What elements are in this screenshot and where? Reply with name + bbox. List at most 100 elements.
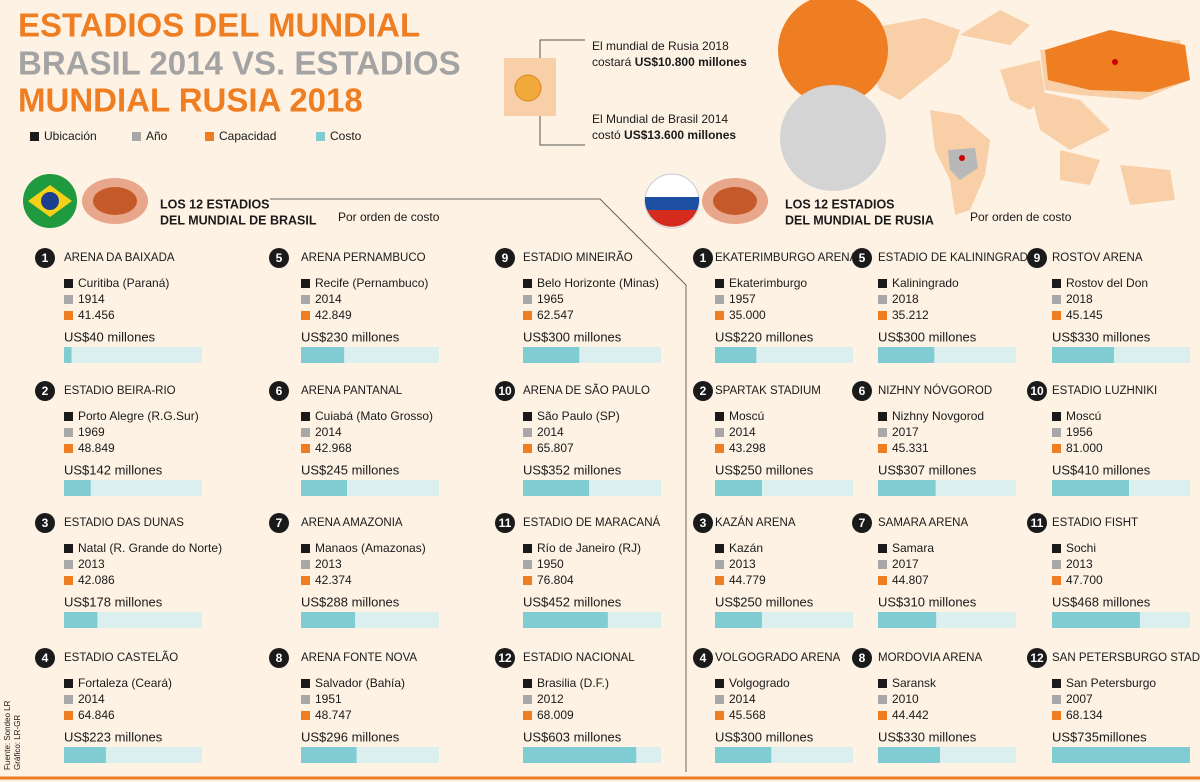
cost-bar bbox=[878, 480, 936, 496]
stadium-name: ESTADIO DAS DUNAS bbox=[64, 517, 184, 529]
russia-flag bbox=[644, 197, 700, 210]
year: 2010 bbox=[892, 692, 919, 706]
capacity: 65.807 bbox=[537, 441, 574, 455]
cost-label: US$300 millones bbox=[878, 329, 977, 344]
cost-bar bbox=[301, 480, 347, 496]
cost-label: US$330 millones bbox=[1052, 329, 1151, 344]
rank: 3 bbox=[42, 516, 49, 530]
rank-badge bbox=[1027, 513, 1047, 533]
section-heading: LOS 12 ESTADIOS bbox=[160, 197, 270, 211]
cost-label: US$352 millones bbox=[523, 462, 622, 477]
bullet bbox=[1052, 279, 1061, 288]
legend-label: Costo bbox=[330, 129, 362, 143]
rank-badge bbox=[35, 248, 55, 268]
rank: 5 bbox=[276, 251, 283, 265]
credit: Gráfico: LR-GR bbox=[13, 715, 22, 770]
location: Belo Horizonte (Minas) bbox=[537, 276, 659, 290]
year: 1950 bbox=[537, 557, 564, 571]
rank-badge bbox=[1027, 648, 1047, 668]
cost-label: US$307 millones bbox=[878, 462, 977, 477]
stadium-icon bbox=[713, 187, 757, 215]
russia-circle bbox=[778, 0, 888, 105]
cost-bar bbox=[715, 347, 757, 363]
rank-badge bbox=[852, 248, 872, 268]
location: São Paulo (SP) bbox=[537, 409, 620, 423]
bullet bbox=[523, 544, 532, 553]
rank-badge bbox=[852, 381, 872, 401]
bullet bbox=[878, 560, 887, 569]
rank-badge bbox=[1027, 381, 1047, 401]
location: Kaliningrado bbox=[892, 276, 959, 290]
rank: 10 bbox=[498, 384, 512, 398]
stadium-name: ESTADIO MINEIRÃO bbox=[523, 251, 633, 264]
bullet bbox=[715, 695, 724, 704]
title-line: ESTADIOS DEL MUNDIAL bbox=[18, 7, 420, 44]
source: Fuente: Sondeo LR bbox=[3, 700, 12, 770]
cost-bar-track bbox=[64, 480, 202, 496]
bullet bbox=[523, 679, 532, 688]
cost-label: US$300 millones bbox=[523, 329, 622, 344]
bullet bbox=[1052, 544, 1061, 553]
capacity: 43.298 bbox=[729, 441, 766, 455]
cost-bar bbox=[301, 347, 345, 363]
stadium-name: ARENA PANTANAL bbox=[301, 385, 403, 397]
capacity: 44.442 bbox=[892, 708, 929, 722]
location: Cuiabá (Mato Grosso) bbox=[315, 409, 433, 423]
bullet bbox=[301, 311, 310, 320]
bullet bbox=[301, 295, 310, 304]
location: Recife (Pernambuco) bbox=[315, 276, 428, 290]
bullet bbox=[301, 444, 310, 453]
summary-text: costó bbox=[592, 128, 621, 142]
capacity: 47.700 bbox=[1066, 573, 1103, 587]
year: 2014 bbox=[537, 425, 564, 439]
capacity: 81.000 bbox=[1066, 441, 1103, 455]
stadium-name: ESTADIO DE MARACANÁ bbox=[523, 516, 660, 529]
rank: 9 bbox=[1034, 251, 1041, 265]
year: 2014 bbox=[729, 692, 756, 706]
bullet bbox=[1052, 428, 1061, 437]
stadium-name: SPARTAK STADIUM bbox=[715, 385, 821, 397]
bullet bbox=[523, 311, 532, 320]
bullet bbox=[64, 311, 73, 320]
cost-label: US$296 millones bbox=[301, 729, 400, 744]
bullet bbox=[878, 695, 887, 704]
cost-label: US$40 millones bbox=[64, 329, 156, 344]
summary-text: costará bbox=[592, 55, 632, 69]
stadium-name: SAN PETERSBURGO STADIUM bbox=[1052, 652, 1200, 664]
stadium-name: ARENA FONTE NOVA bbox=[301, 652, 417, 664]
location: Moscú bbox=[729, 409, 764, 423]
cost-bar bbox=[301, 747, 357, 763]
section-heading: DEL MUNDIAL DE RUSIA bbox=[785, 213, 934, 227]
bullet bbox=[715, 279, 724, 288]
cost-label: US$468 millones bbox=[1052, 594, 1151, 609]
stadium-icon bbox=[93, 187, 137, 215]
bullet bbox=[715, 295, 724, 304]
location: Moscú bbox=[1066, 409, 1101, 423]
rank-badge bbox=[269, 381, 289, 401]
rank-badge bbox=[269, 248, 289, 268]
year: 1914 bbox=[78, 292, 105, 306]
year: 2013 bbox=[315, 557, 342, 571]
location: San Petersburgo bbox=[1066, 676, 1156, 690]
bullet bbox=[301, 279, 310, 288]
cost-bar bbox=[64, 480, 91, 496]
capacity: 44.807 bbox=[892, 573, 929, 587]
bullet bbox=[64, 428, 73, 437]
location: Ekaterimburgo bbox=[729, 276, 807, 290]
capacity: 35.000 bbox=[729, 308, 766, 322]
stadium-name: ARENA AMAZONIA bbox=[301, 517, 403, 529]
cost-bar bbox=[523, 480, 590, 496]
rank-badge bbox=[693, 513, 713, 533]
year: 1951 bbox=[315, 692, 342, 706]
stadium-name: ARENA DA BAIXADA bbox=[64, 252, 175, 264]
capacity: 64.846 bbox=[78, 708, 115, 722]
rank-badge bbox=[35, 381, 55, 401]
rank: 8 bbox=[859, 651, 866, 665]
rank: 10 bbox=[1030, 384, 1044, 398]
cost-label: US$410 millones bbox=[1052, 462, 1151, 477]
summary-text: costará US$10.800 millones bbox=[592, 55, 747, 69]
bullet bbox=[64, 576, 73, 585]
rank-badge bbox=[495, 513, 515, 533]
bullet bbox=[64, 279, 73, 288]
